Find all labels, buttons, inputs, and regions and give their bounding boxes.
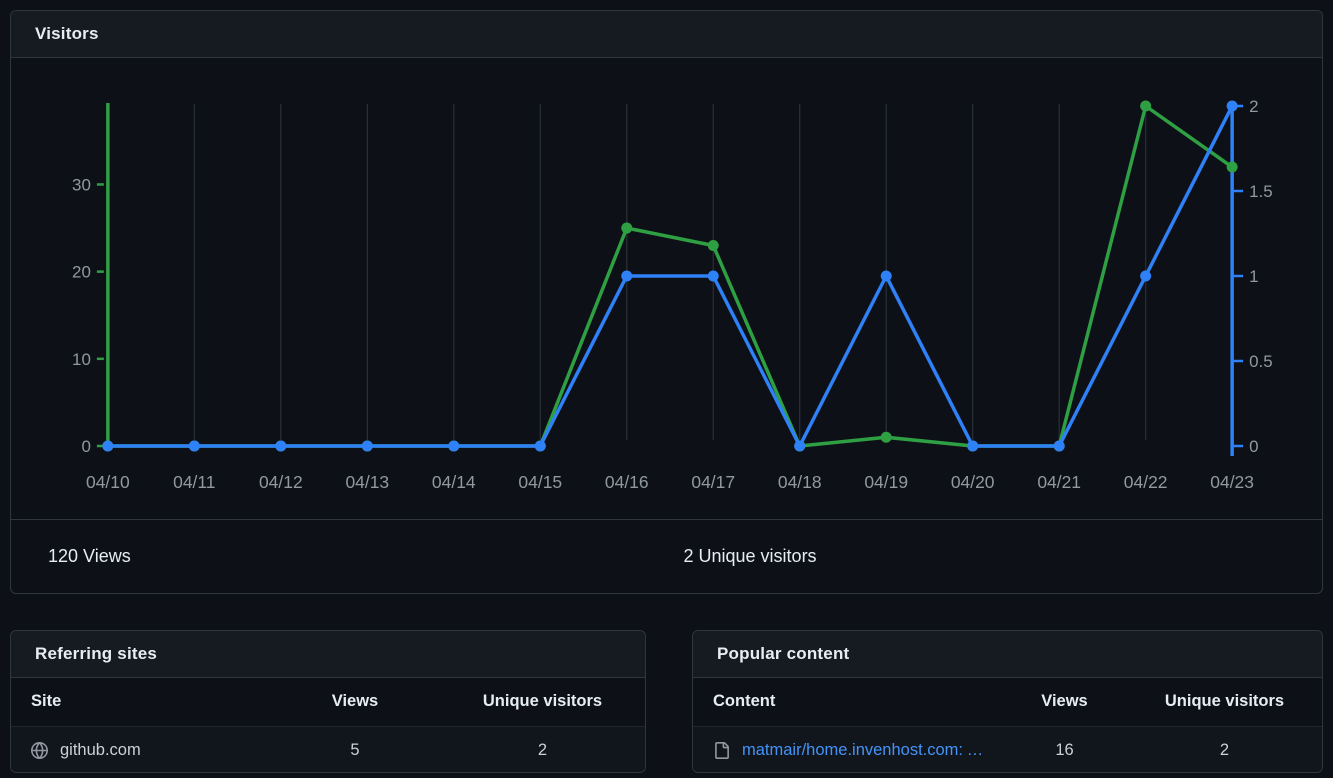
svg-text:20: 20 (72, 263, 91, 282)
svg-text:1: 1 (1249, 267, 1258, 286)
unique-visitors-column-header: Unique visitors (440, 678, 645, 726)
referring-sites-table: Site Views Unique visitors github.com (11, 678, 645, 772)
popular-content-views: 16 (1055, 740, 1074, 759)
svg-text:04/20: 04/20 (951, 472, 995, 492)
popular-content-panel: Popular content Content Views Unique vis… (692, 630, 1323, 773)
svg-text:04/14: 04/14 (432, 472, 476, 492)
popular-content-link[interactable]: matmair/home.invenhost.com: A ... (742, 740, 986, 759)
svg-text:04/11: 04/11 (173, 472, 215, 492)
svg-text:04/13: 04/13 (345, 472, 389, 492)
svg-text:0: 0 (1249, 437, 1258, 456)
referring-site-row: github.com 5 2 (11, 726, 645, 772)
svg-text:04/10: 04/10 (86, 472, 130, 492)
views-column-header: Views (270, 678, 440, 726)
views-column-header: Views (1002, 678, 1127, 726)
svg-text:2: 2 (1249, 97, 1258, 116)
svg-text:10: 10 (72, 350, 91, 369)
referring-sites-title: Referring sites (35, 644, 158, 663)
svg-text:04/15: 04/15 (518, 472, 562, 492)
popular-content-header: Popular content (693, 631, 1322, 678)
popular-content-table: Content Views Unique visitors matmair/ho… (693, 678, 1322, 772)
referring-sites-header: Referring sites (11, 631, 645, 678)
svg-text:04/22: 04/22 (1124, 472, 1168, 492)
referring-site-views: 5 (350, 740, 360, 759)
svg-text:04/23: 04/23 (1210, 472, 1254, 492)
unique-visitors-column-header: Unique visitors (1127, 678, 1322, 726)
svg-text:04/18: 04/18 (778, 472, 822, 492)
visitors-stats-footer: 120 Views 2 Unique visitors (11, 519, 1322, 593)
unique-visitors-stat: 2 Unique visitors (683, 546, 817, 566)
referring-sites-header-row: Site Views Unique visitors (11, 678, 645, 726)
visitors-title: Visitors (35, 24, 99, 43)
svg-text:04/12: 04/12 (259, 472, 303, 492)
svg-text:04/16: 04/16 (605, 472, 649, 492)
svg-text:04/19: 04/19 (864, 472, 908, 492)
bottom-panels: Referring sites Site Views Unique visito… (10, 630, 1323, 773)
file-icon (715, 741, 729, 759)
referring-site-name: github.com (60, 740, 141, 759)
visitors-panel: Visitors 0 10 20 30 0 0.5 1 1.5 2 04/10 04/11 04/12… (10, 10, 1323, 594)
referring-site-unique: 2 (537, 740, 548, 759)
popular-content-title: Popular content (717, 644, 850, 663)
referring-sites-panel: Referring sites Site Views Unique visito… (10, 630, 646, 773)
svg-text:0.5: 0.5 (1249, 352, 1273, 371)
svg-text:30: 30 (72, 175, 91, 194)
popular-content-unique: 2 (1219, 740, 1230, 759)
popular-content-row: matmair/home.invenhost.com: A ... 16 2 (693, 726, 1322, 772)
svg-text:1.5: 1.5 (1249, 182, 1273, 201)
svg-text:0: 0 (81, 437, 90, 456)
svg-text:04/21: 04/21 (1037, 472, 1081, 492)
visitors-chart-svg: 0 10 20 30 0 0.5 1 1.5 2 04/10 04/11 04/12 04/13 04/1… (72, 97, 1273, 492)
svg-text:04/17: 04/17 (691, 472, 735, 492)
content-column-header: Content (693, 678, 1002, 726)
visitors-chart: 0 10 20 30 0 0.5 1 1.5 2 04/10 04/11 04/12 04/13 04/1… (11, 58, 1322, 519)
globe-icon (31, 741, 48, 759)
visitors-panel-header: Visitors (11, 11, 1322, 58)
popular-content-header-row: Content Views Unique visitors (693, 678, 1322, 726)
site-column-header: Site (11, 678, 270, 726)
total-views-stat: 120 Views (48, 546, 131, 566)
